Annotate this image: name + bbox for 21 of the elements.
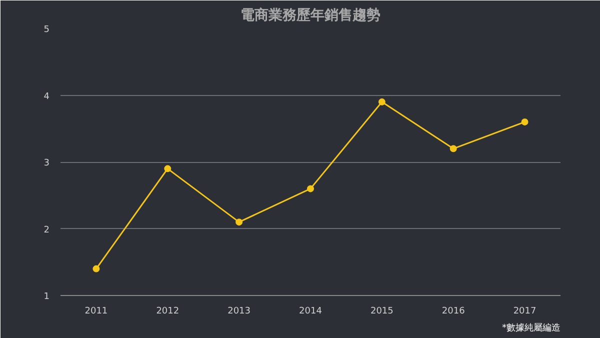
- x-tick-label: 2015: [370, 306, 394, 316]
- x-tick-label: 2011: [84, 306, 108, 316]
- x-tick-label: 2017: [513, 306, 536, 316]
- x-tick-label: 2016: [442, 306, 466, 316]
- point: [236, 218, 243, 226]
- point: [92, 265, 100, 272]
- y-tick-label: 1: [44, 292, 50, 302]
- x-tick-label: 2013: [228, 306, 251, 316]
- point: [164, 165, 172, 172]
- point: [378, 98, 386, 106]
- y-tick-label: 5: [44, 25, 50, 35]
- x-tick-label: 2012: [156, 306, 180, 316]
- y-tick-label: 4: [44, 92, 50, 102]
- point: [307, 185, 314, 192]
- y-tick-label: 3: [44, 158, 50, 168]
- point: [450, 145, 457, 152]
- text: *數據純屬編造: [502, 322, 560, 334]
- y-tick-label: 2: [44, 225, 50, 236]
- x-tick-label: 2014: [299, 306, 322, 316]
- chart-title: 電商業務歷年銷售趨勢: [240, 6, 380, 24]
- point: [521, 118, 528, 126]
